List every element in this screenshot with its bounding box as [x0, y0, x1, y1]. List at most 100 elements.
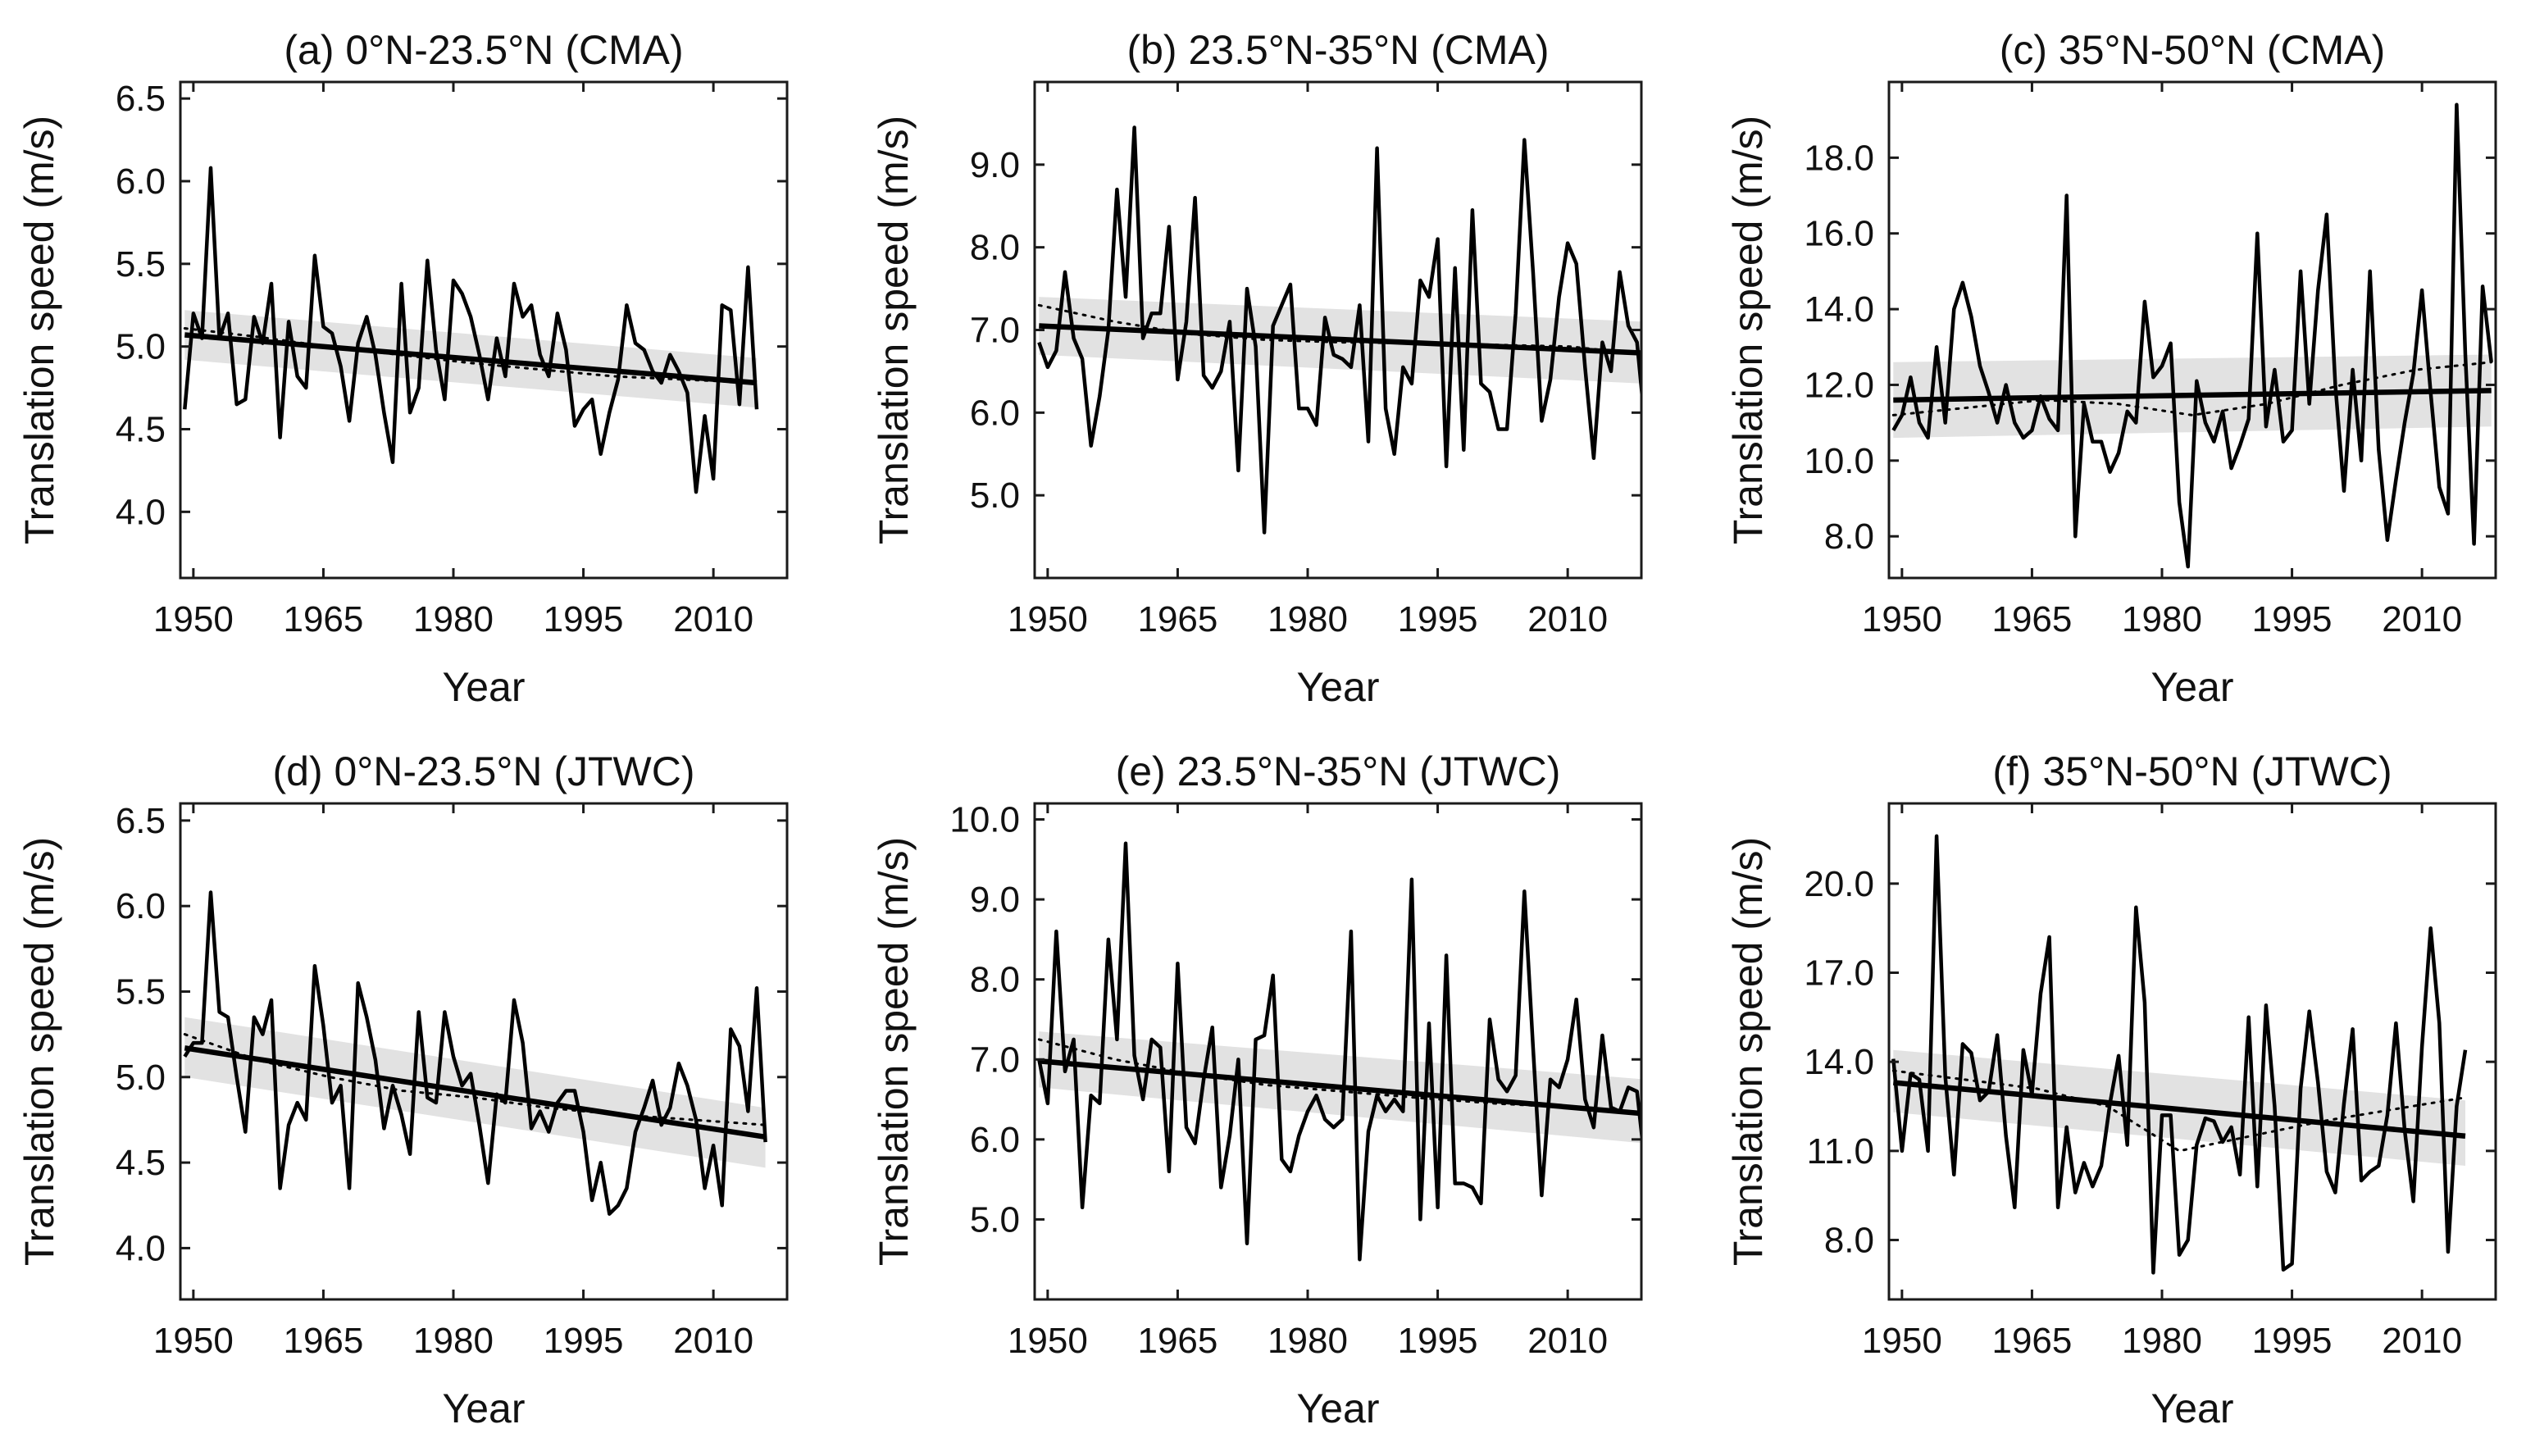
y-tick-label: 6.5 [116, 801, 166, 841]
series-line-linear-trend [184, 332, 758, 386]
y-tick-label: 14.0 [1804, 1042, 1874, 1082]
series-line-annual-mean [183, 166, 759, 494]
y-tick-label: 5.0 [970, 1199, 1020, 1240]
y-tick-label: 17.0 [1804, 953, 1874, 993]
x-tick-label: 2010 [2382, 599, 2462, 639]
x-tick-label: 1980 [1268, 1321, 1348, 1361]
y-tick-label: 7.0 [970, 311, 1020, 351]
x-tick-label: 1965 [283, 599, 363, 639]
y-axis-label: Translation speed (m/s) [1725, 116, 1771, 544]
chart-panel-d: 1950 1965 1980 1995 2010 4.0 4.5 5.0 5.5 6.0 6.5 (d… [16, 748, 789, 1431]
panel-title: (f) 35°N-50°N (JTWC) [1992, 748, 2392, 794]
chart-panel-e: 1950 1965 1980 1995 2010 5.0 6.0 7.0 8.0 9.0 10.0 (… [871, 748, 1643, 1431]
x-tick-label: 1965 [1991, 1321, 2072, 1361]
panel-title: (a) 0°N-23.5°N (CMA) [284, 27, 683, 73]
axes-frame [1887, 802, 2497, 1301]
x-tick-label: 1995 [2252, 1321, 2333, 1361]
series-line-polynomial-fit [183, 327, 758, 384]
series-line-polynomial-fit [183, 1033, 767, 1126]
y-tick-label: 5.0 [116, 1058, 166, 1098]
x-axis-label: Year [2151, 1385, 2233, 1431]
y-axis-label: Translation speed (m/s) [871, 116, 917, 544]
series-line-polynomial-fit [1037, 1038, 1641, 1115]
y-tick-label: 16.0 [1804, 214, 1874, 254]
x-tick-label: 1980 [2122, 599, 2202, 639]
y-tick-label: 9.0 [970, 145, 1020, 185]
x-tick-label: 2010 [673, 1321, 753, 1361]
y-tick-label: 8.0 [970, 960, 1020, 1000]
series-line-linear-trend [184, 1045, 767, 1140]
x-tick-label: 1995 [2252, 599, 2333, 639]
y-tick-label: 18.0 [1804, 138, 1874, 178]
x-tick-label: 2010 [673, 599, 753, 639]
x-tick-label: 1950 [1862, 599, 1942, 639]
y-tick-label: 4.0 [116, 492, 166, 532]
x-axis-label: Year [2151, 664, 2233, 710]
series-line-annual-mean [1891, 834, 2468, 1275]
x-tick-label: 2010 [1527, 599, 1608, 639]
x-tick-label: 1980 [2122, 1321, 2202, 1361]
series-line-annual-mean [1891, 102, 2493, 569]
y-tick-label: 8.0 [970, 228, 1020, 268]
plot-area [183, 890, 767, 1216]
x-tick-label: 1995 [1398, 599, 1478, 639]
series-line-annual-mean [1037, 841, 1641, 1262]
x-tick-label: 1965 [1991, 599, 2072, 639]
x-tick-label: 1950 [1862, 1321, 1942, 1361]
y-tick-label: 4.5 [116, 1143, 166, 1183]
y-tick-label: 10.0 [949, 800, 1020, 840]
y-tick-label: 20.0 [1804, 864, 1874, 904]
x-axis-label: Year [442, 664, 525, 710]
panel-title: (c) 35°N-50°N (CMA) [2000, 27, 2386, 73]
y-axis-label: Translation speed (m/s) [16, 837, 62, 1266]
series-line-polynomial-fit [1891, 361, 2493, 416]
y-tick-label: 6.0 [970, 393, 1020, 433]
series-line-linear-trend [1893, 388, 2492, 403]
y-tick-label: 4.5 [116, 410, 166, 450]
plot-area [1891, 102, 2493, 569]
series-line-annual-mean [1037, 125, 1641, 535]
y-axis-label: Translation speed (m/s) [1725, 837, 1771, 1266]
x-tick-label: 1995 [1398, 1321, 1478, 1361]
chart-panel-f: 1950 1965 1980 1995 2010 8.0 11.0 14.0 17.0 20.0 (… [1725, 748, 2497, 1431]
series-line-linear-trend [1039, 323, 1641, 356]
x-tick-label: 1965 [283, 1321, 363, 1361]
y-tick-label: 5.0 [970, 475, 1020, 516]
x-axis-label: Year [1296, 1385, 1379, 1431]
series-line-linear-trend [1039, 1058, 1641, 1117]
y-tick-label: 7.0 [970, 1040, 1020, 1080]
x-axis-label: Year [442, 1385, 525, 1431]
chart-panel-b: 1950 1965 1980 1995 2010 5.0 6.0 7.0 8.0 9.0 (b) 2… [871, 27, 1643, 710]
y-axis-label: Translation speed (m/s) [16, 116, 62, 544]
y-axis-label: Translation speed (m/s) [871, 837, 917, 1266]
x-tick-label: 1950 [153, 1321, 234, 1361]
y-tick-label: 6.5 [116, 79, 166, 119]
y-tick-label: 14.0 [1804, 289, 1874, 330]
y-tick-label: 11.0 [1807, 1131, 1874, 1172]
y-tick-label: 5.0 [116, 327, 166, 367]
plot-area [1037, 841, 1641, 1262]
y-tick-label: 6.0 [970, 1120, 1020, 1160]
x-tick-label: 1995 [544, 599, 624, 639]
y-tick-label: 8.0 [1824, 516, 1874, 557]
x-tick-label: 1965 [1137, 599, 1217, 639]
chart-panel-a: 1950 1965 1980 1995 2010 4.0 4.5 5.0 5.5 6.0 6.5 (a… [16, 27, 789, 710]
panel-title: (b) 23.5°N-35°N (CMA) [1126, 27, 1549, 73]
axes-frame [179, 80, 789, 580]
x-tick-label: 1950 [153, 599, 234, 639]
x-tick-label: 1950 [1008, 1321, 1088, 1361]
y-tick-label: 8.0 [1824, 1221, 1874, 1261]
y-tick-label: 9.0 [970, 880, 1020, 920]
panel-title: (e) 23.5°N-35°N (JTWC) [1116, 748, 1561, 794]
series-line-polynomial-fit [1891, 1069, 2467, 1153]
x-tick-label: 2010 [2382, 1321, 2462, 1361]
y-tick-label: 6.0 [116, 162, 166, 202]
x-tick-label: 1950 [1008, 599, 1088, 639]
plot-area [1891, 834, 2468, 1275]
x-tick-label: 1995 [544, 1321, 624, 1361]
x-tick-label: 2010 [1527, 1321, 1608, 1361]
plot-area [183, 166, 759, 494]
x-tick-label: 1965 [1137, 1321, 1217, 1361]
x-tick-label: 1980 [413, 599, 494, 639]
